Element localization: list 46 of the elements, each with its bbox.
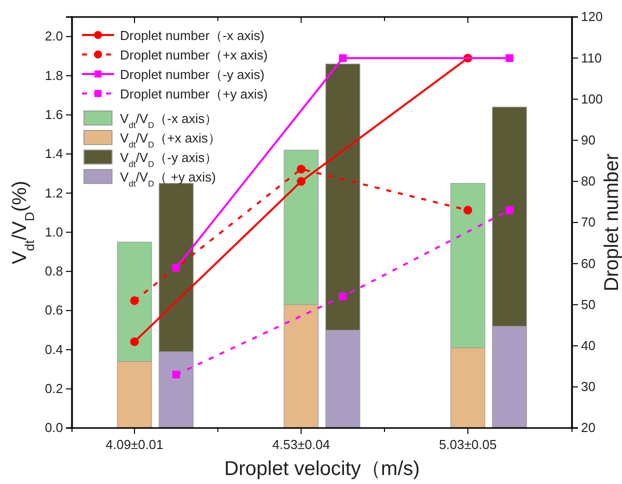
- y2-tick-label: 30: [581, 379, 596, 394]
- y-tick-label: 0.4: [44, 342, 63, 357]
- y2-tick-label: 80: [581, 174, 596, 189]
- point: [172, 264, 180, 272]
- legend-label: V$_{dt}$/V$_{D}$（-x axis）: [120, 111, 218, 130]
- legend-label: Droplet number（-y axis): [120, 67, 264, 82]
- legend-label: Droplet number（-x axis): [120, 28, 264, 43]
- point: [506, 206, 514, 214]
- point: [130, 337, 139, 346]
- point: [172, 370, 180, 378]
- y2-tick-label: 70: [581, 214, 596, 230]
- y-tick-label: 0.2: [44, 381, 63, 396]
- legend-label: V$_{dt}$/V$_{D}$（+x axis）: [120, 130, 221, 150]
- y-tick-label: 0.6: [44, 302, 63, 318]
- point: [130, 296, 139, 305]
- y2-tick-label: 50: [581, 296, 596, 312]
- point: [338, 54, 347, 62]
- y-tick-label: 2.0: [44, 28, 63, 44]
- legend-label: V$_{dt}$/V$_{D}$（-y axis）: [120, 150, 218, 169]
- legend-label: Droplet number（+y axis): [120, 86, 268, 102]
- legend-label: V$_{dt}$/V$_{D}$（ +y axis): [120, 170, 216, 188]
- y-tick-label: 0.8: [44, 264, 63, 279]
- y-tick-label: 1.2: [44, 185, 63, 200]
- x-tick-label: 4.09±0.01: [106, 437, 164, 452]
- x-axis-title: Droplet velocity（m/s): [224, 458, 420, 480]
- y2-axis-title: Droplet number: [601, 153, 622, 292]
- y-tick-label: 1.8: [44, 68, 63, 83]
- y-tick-label: 0.0: [44, 420, 63, 436]
- y2-tick-label: 40: [581, 338, 596, 353]
- y2-tick-label: 60: [581, 256, 596, 271]
- y-tick-label: 1.0: [44, 224, 63, 240]
- point: [338, 292, 347, 300]
- point: [296, 164, 306, 174]
- legend-label: Droplet number（+x axis): [120, 48, 268, 62]
- y2-tick-label: 120: [581, 9, 603, 24]
- y2-tick-label: 90: [581, 132, 596, 148]
- y-tick-label: 1.4: [44, 146, 63, 162]
- y2-tick-label: 100: [581, 91, 603, 106]
- x-tick-label: 4.53±0.04: [272, 437, 330, 452]
- point: [296, 177, 306, 186]
- x-tick-label: 5.03±0.05: [438, 437, 497, 452]
- y-tick-label: 1.6: [44, 107, 63, 122]
- point: [463, 206, 472, 215]
- y2-tick-label: 110: [581, 50, 602, 66]
- y2-tick-label: 20: [581, 420, 596, 436]
- point: [506, 54, 514, 62]
